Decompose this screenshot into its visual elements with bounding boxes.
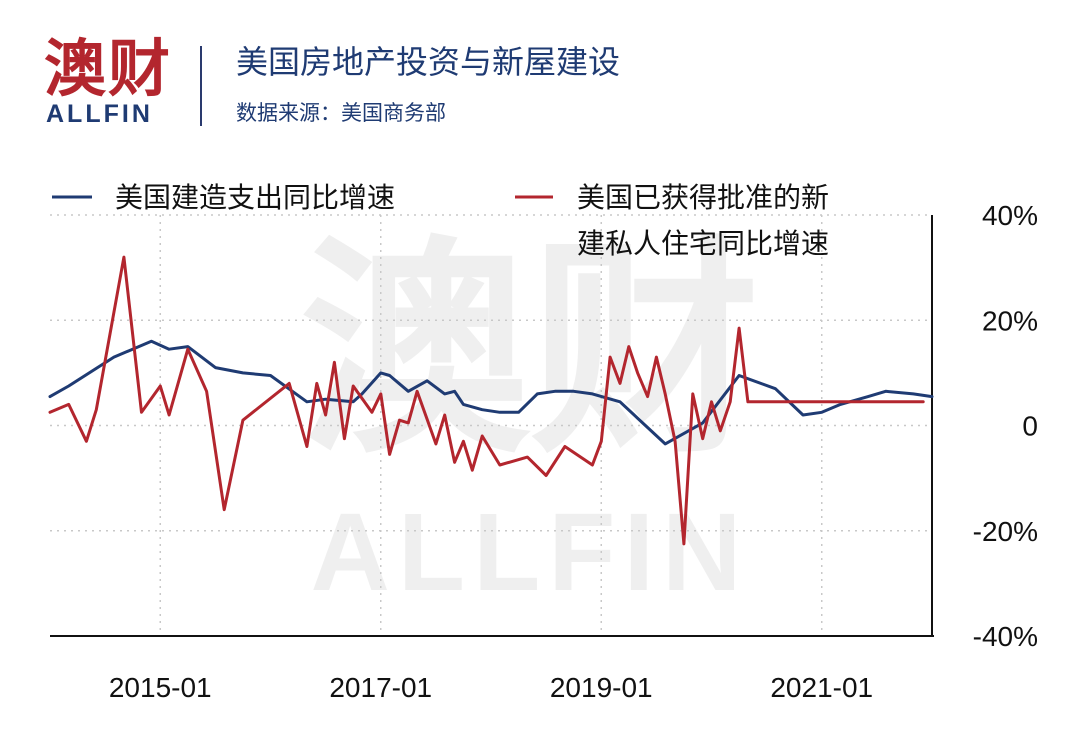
x-tick-label: 2019-01 [550,672,653,703]
watermark-cn: 澳财 [300,218,760,485]
grid [50,214,932,636]
watermark-en: ALLFIN [310,491,749,614]
y-tick-label: 40% [982,200,1038,231]
page-title: 美国房地产投资与新屋建设 [236,43,621,81]
header: 澳财 ALLFIN 美国房地产投资与新屋建设 数据来源：美国商务部 [0,0,1080,140]
series-line-housing-permits [48,255,925,546]
y-tick-labels: 40% 20% 0 -20% -40% [973,200,1038,652]
y-tick-label: -40% [973,621,1038,652]
series-line-construction-spending [48,339,934,446]
logo-english: ALLFIN [46,100,153,128]
x-tick-label: 2021-01 [770,672,873,703]
x-tick-label: 2015-01 [109,672,212,703]
axes [50,215,934,637]
legend-label-construction: 美国建造支出同比增速 [115,181,395,214]
legend-label-permits-line2: 建私人住宅同比增速 [577,227,829,260]
x-tick-labels: 2015-01 2017-01 2019-01 2021-01 [109,672,873,703]
logo-chinese: 澳财 [44,32,173,105]
page-subtitle: 数据来源：美国商务部 [236,101,446,125]
watermark: 澳财 ALLFIN [300,218,760,614]
header-divider [200,46,202,126]
legend-label-permits-line1: 美国已获得批准的新 [577,181,829,214]
y-tick-label: 20% [982,305,1038,336]
series-lines [48,255,934,546]
x-tick-label: 2017-01 [329,672,432,703]
y-tick-label: -20% [973,516,1038,547]
y-tick-label: 0 [1022,411,1038,442]
